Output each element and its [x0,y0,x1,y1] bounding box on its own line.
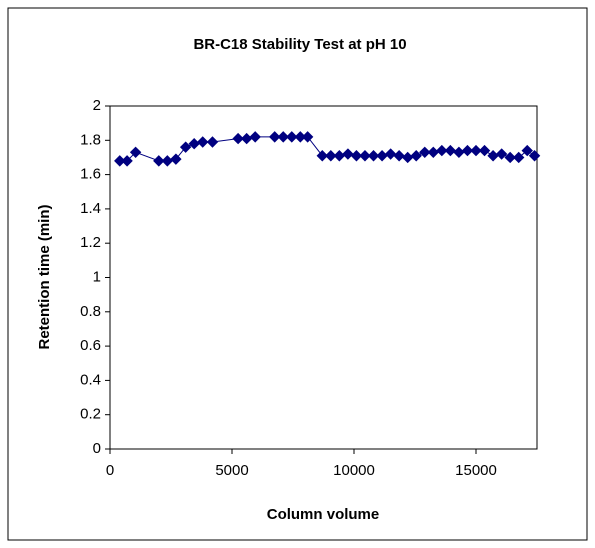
data-point [461,144,474,157]
y-tick-label: 1.4 [80,200,101,217]
data-point [504,151,516,164]
data-point [384,148,397,160]
data-point [206,136,219,148]
data-point [410,150,422,162]
data-point [419,146,431,159]
data-point [170,153,182,165]
data-point [197,136,209,148]
data-point [367,150,380,162]
y-tick-label: 0.4 [80,371,101,388]
data-point [179,141,192,153]
data-point [129,146,142,159]
x-axis-label: Column volume [267,506,380,523]
data-point [444,144,457,157]
data-point [286,131,298,143]
data-point [436,144,448,157]
x-tick-label: 5000 [215,462,248,479]
y-tick-label: 1 [93,268,101,285]
x-tick-label: 10000 [333,462,375,479]
data-point [268,131,281,143]
x-tick-label: 0 [106,462,114,479]
data-point [121,155,133,167]
y-tick-label: 0 [93,440,101,457]
data-point [277,131,289,143]
chart-title: BR-C18 Stability Test at pH 10 [193,36,406,53]
data-point [478,144,491,157]
data-point [393,150,405,162]
y-tick-label: 1.8 [80,131,101,148]
data-point [350,150,363,162]
y-tick-label: 0.6 [80,337,101,354]
data-point [301,131,314,143]
y-tick-label: 2 [93,97,101,114]
data-point [528,150,541,162]
data-point [153,155,165,167]
chart-border [7,7,588,541]
data-point [495,148,508,160]
x-tick-label: 15000 [455,462,497,479]
y-tick-label: 1.2 [80,234,101,251]
data-point [470,144,482,157]
data-point [359,150,371,162]
data-point [249,131,261,143]
y-tick-label: 1.6 [80,166,101,183]
y-tick-label: 0.8 [80,303,101,320]
data-point [521,144,533,157]
data-point [316,150,328,162]
data-point [512,151,525,164]
data-point [342,148,354,160]
y-axis-label: Retention time (min) [36,204,53,349]
data-point [232,132,244,145]
data-point [325,150,337,162]
y-tick-label: 0.2 [80,406,101,423]
